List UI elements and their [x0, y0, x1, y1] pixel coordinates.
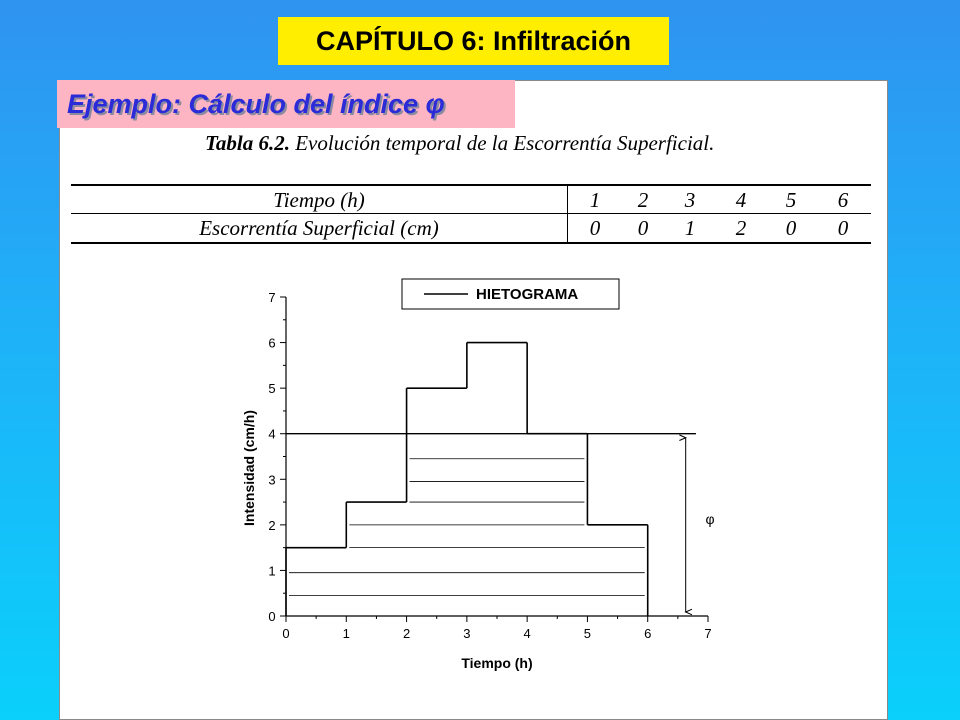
table-row1-label: Tiempo (h) [273, 188, 365, 212]
table-caption: Tabla 6.2. Evolución temporal de la Esco… [205, 131, 714, 156]
y-tick-label: 2 [268, 518, 275, 533]
x-tick-label: 2 [403, 626, 410, 641]
y-tick-label: 0 [268, 609, 275, 624]
x-tick-label: 4 [524, 626, 531, 641]
table-mid-rule [71, 213, 871, 214]
x-tick-label: 7 [704, 626, 711, 641]
table-cell: 3 [684, 188, 696, 212]
y-axis-label: Intensidad (cm/h) [241, 410, 257, 526]
table-divider [567, 184, 568, 244]
x-tick-label: 5 [584, 626, 591, 641]
table-row2-label: Escorrentía Superficial (cm) [199, 216, 439, 240]
x-tick-label: 6 [644, 626, 651, 641]
y-tick-label: 1 [268, 563, 275, 578]
x-axis-label: Tiempo (h) [461, 655, 532, 671]
x-tick-label: 1 [343, 626, 350, 641]
y-tick-label: 6 [268, 336, 275, 351]
table-bottom-rule [71, 242, 871, 244]
phi-label: φ [705, 511, 714, 527]
table-cell: 2 [637, 188, 649, 212]
table-cell: 4 [735, 188, 747, 212]
table-cell: 5 [785, 188, 797, 212]
y-tick-label: 4 [268, 427, 275, 442]
table-cell: 0 [837, 216, 849, 240]
legend-label: HIETOGRAMA [476, 286, 578, 303]
table-cell: 0 [589, 216, 601, 240]
example-title: Ejemplo: Cálculo del índice φ [67, 88, 445, 119]
example-banner: Ejemplo: Cálculo del índice φ [57, 80, 515, 128]
x-tick-label: 3 [463, 626, 470, 641]
table-cell: 6 [837, 188, 849, 212]
table-caption-number: Tabla 6.2. [205, 131, 290, 155]
chapter-title: CAPÍTULO 6: Infiltración [278, 17, 669, 65]
table-cell: 0 [637, 216, 649, 240]
table-caption-text: Evolución temporal de la Escorrentía Sup… [295, 131, 715, 155]
table-cell: 1 [589, 188, 601, 212]
runoff-table: Tiempo (h) Escorrentía Superficial (cm) … [71, 184, 871, 244]
y-tick-label: 5 [268, 381, 275, 396]
table-top-rule [71, 184, 871, 186]
table-cell: 2 [735, 216, 747, 240]
table-cell: 0 [785, 216, 797, 240]
table-cell: 1 [684, 216, 696, 240]
y-tick-label: 3 [268, 472, 275, 487]
x-tick-label: 0 [282, 626, 289, 641]
content-panel [59, 80, 888, 720]
y-tick-label: 7 [268, 290, 275, 305]
